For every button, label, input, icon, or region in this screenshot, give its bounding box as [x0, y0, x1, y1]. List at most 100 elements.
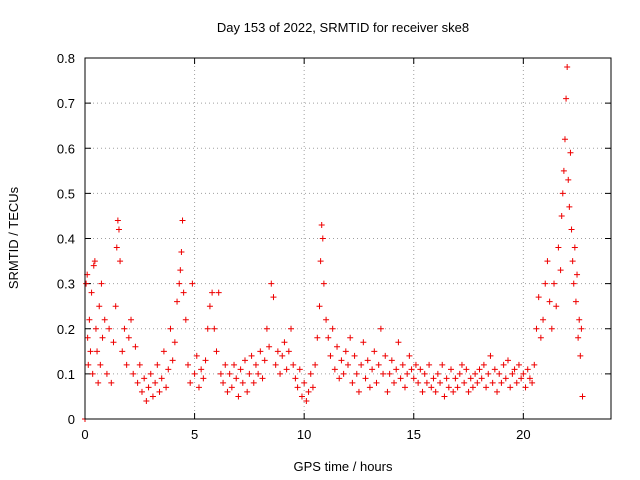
data-point [571, 244, 578, 251]
data-point [177, 267, 184, 274]
data-point [189, 280, 196, 287]
data-point [217, 370, 224, 377]
data-point [279, 352, 286, 359]
y-tick-label: 0.2 [57, 322, 75, 337]
data-point [233, 375, 240, 382]
data-point [329, 325, 336, 332]
data-point [487, 352, 494, 359]
data-point [507, 384, 514, 391]
data-point [419, 388, 426, 395]
data-point [270, 294, 277, 301]
data-point [252, 361, 259, 368]
data-point [195, 384, 202, 391]
data-point [143, 397, 150, 404]
data-point [428, 384, 435, 391]
data-point [244, 388, 251, 395]
data-point [371, 348, 378, 355]
data-point [115, 226, 122, 233]
data-point [209, 289, 216, 296]
data-point [456, 370, 463, 377]
data-point [171, 339, 178, 346]
data-point [570, 280, 577, 287]
data-point [345, 361, 351, 368]
data-point [89, 370, 96, 377]
data-point [149, 393, 156, 400]
data-point [110, 339, 117, 346]
data-point [531, 361, 538, 368]
data-point [577, 352, 584, 359]
data-point [92, 325, 99, 332]
data-point [292, 375, 299, 382]
data-point [112, 303, 119, 310]
data-point [408, 366, 415, 373]
data-point [163, 384, 170, 391]
data-point [179, 217, 186, 224]
data-point [94, 348, 101, 355]
data-point [156, 388, 163, 395]
data-point [558, 212, 565, 219]
data-point [239, 379, 246, 386]
data-point [441, 393, 448, 400]
data-point [167, 325, 174, 332]
data-point [555, 244, 562, 251]
data-point [165, 366, 172, 373]
chart-title: Day 153 of 2022, SRMTID for receiver ske… [217, 20, 469, 35]
data-point [458, 361, 465, 368]
data-point [88, 289, 95, 296]
data-point [432, 388, 439, 395]
data-point [417, 366, 424, 373]
data-point [228, 384, 235, 391]
data-point [113, 244, 120, 251]
y-tick-label: 0 [68, 412, 75, 427]
data-point [226, 370, 233, 377]
data-point [336, 375, 343, 382]
data-point [200, 375, 207, 382]
data-point [283, 366, 290, 373]
data-point [119, 348, 126, 355]
data-point [198, 366, 205, 373]
data-point [382, 352, 389, 359]
data-point [187, 379, 194, 386]
data-point [83, 280, 90, 287]
data-point [548, 325, 555, 332]
data-point [325, 334, 332, 341]
data-point [515, 361, 522, 368]
data-point [215, 289, 222, 296]
data-point [331, 366, 338, 373]
data-point [204, 325, 211, 332]
data-point [375, 361, 382, 368]
data-point [309, 384, 316, 391]
data-point [95, 379, 102, 386]
data-point [91, 258, 98, 265]
data-point [395, 339, 402, 346]
y-tick-label: 0.1 [57, 367, 75, 382]
data-point [338, 357, 345, 364]
data-point [561, 136, 568, 143]
data-point [423, 379, 430, 386]
data-point [85, 361, 92, 368]
data-point [261, 357, 268, 364]
data-point [154, 361, 161, 368]
data-point [502, 375, 509, 382]
data-point [84, 334, 91, 341]
data-point [391, 379, 398, 386]
data-point [141, 375, 148, 382]
data-point [563, 95, 570, 102]
data-point [97, 361, 104, 368]
data-point [569, 258, 576, 265]
data-point [526, 375, 533, 382]
data-point [130, 370, 137, 377]
data-point [99, 334, 106, 341]
data-point [351, 352, 358, 359]
data-point [426, 361, 433, 368]
data-point [500, 361, 507, 368]
x-tick-label: 10 [297, 427, 311, 442]
data-point [518, 375, 525, 382]
data-point [180, 289, 187, 296]
data-point [224, 388, 231, 395]
data-point [524, 366, 531, 373]
data-point [114, 217, 121, 224]
data-point [478, 375, 485, 382]
data-point [535, 294, 542, 301]
data-point [294, 384, 301, 391]
